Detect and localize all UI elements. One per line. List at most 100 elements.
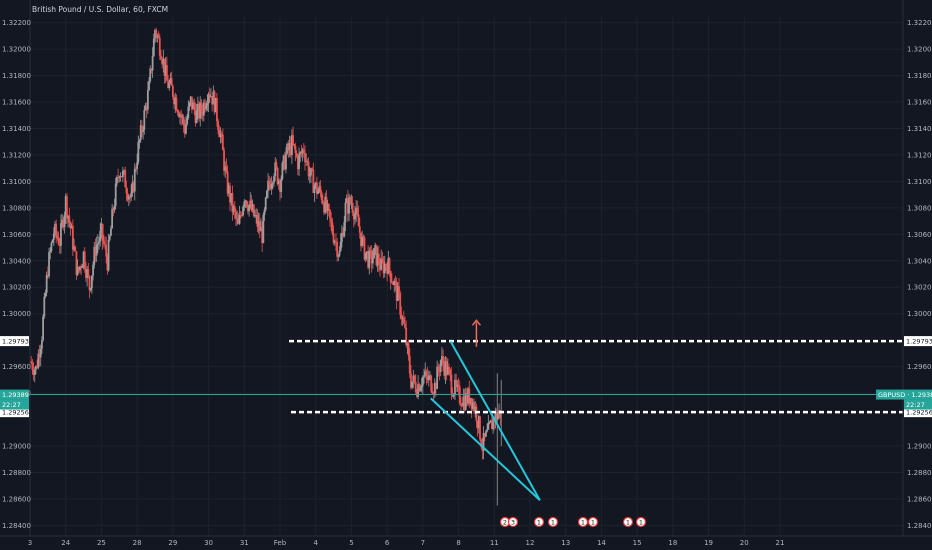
candle-body bbox=[175, 97, 178, 111]
candle-body bbox=[62, 219, 65, 228]
candle-body bbox=[256, 214, 259, 227]
candle-body bbox=[489, 420, 492, 423]
candle-body bbox=[100, 223, 103, 231]
candle-body bbox=[107, 239, 110, 271]
candle-body bbox=[432, 393, 435, 395]
candle-body bbox=[214, 98, 217, 113]
candle-body bbox=[220, 133, 223, 135]
candle-body bbox=[385, 263, 387, 268]
event-badge-icon bbox=[547, 516, 559, 528]
candle-body bbox=[46, 274, 49, 277]
candle-body bbox=[264, 197, 267, 210]
candle-body bbox=[86, 268, 89, 278]
price-tick-label: 1.29600 bbox=[907, 363, 932, 371]
candle-body bbox=[446, 366, 449, 375]
countdown-tag-bg bbox=[904, 399, 932, 410]
candle-body bbox=[410, 373, 412, 388]
candle-body bbox=[429, 375, 431, 377]
candle-body bbox=[291, 135, 293, 155]
candle-body bbox=[335, 241, 337, 243]
candle-body bbox=[36, 365, 39, 368]
candle-body bbox=[361, 236, 364, 246]
price-tick-label: 1.29000 bbox=[907, 443, 932, 451]
candle-body bbox=[442, 356, 444, 365]
candle-body bbox=[136, 162, 139, 169]
price-tick-label: 1.31800 bbox=[2, 72, 31, 80]
left-price-axis[interactable]: 1.32200 1.32000 1.31800 1.31600 1.31400 1.312… bbox=[0, 0, 31, 536]
candle-body bbox=[238, 215, 241, 224]
candle-body bbox=[382, 261, 385, 274]
candle-body bbox=[283, 155, 286, 170]
candle-body bbox=[386, 267, 389, 274]
candle-body bbox=[295, 152, 298, 157]
candle-body bbox=[30, 361, 33, 364]
candle-body bbox=[163, 58, 166, 76]
candle-body bbox=[433, 383, 436, 394]
candle-body bbox=[102, 240, 105, 244]
candle-body bbox=[111, 208, 114, 229]
candle-body bbox=[98, 241, 100, 244]
candle-body bbox=[164, 65, 167, 76]
candle-body bbox=[67, 215, 69, 219]
candle-body bbox=[268, 180, 271, 185]
candle-body bbox=[358, 226, 361, 233]
candle-body bbox=[43, 296, 46, 317]
candle-body bbox=[244, 200, 247, 202]
price-tick-label: 1.28800 bbox=[907, 469, 932, 477]
event-badge-icon bbox=[533, 516, 545, 528]
candle-body bbox=[486, 429, 489, 432]
candle-body bbox=[449, 369, 452, 375]
candle-body bbox=[273, 176, 275, 183]
candle-body bbox=[392, 282, 394, 285]
time-tick-label: 29 bbox=[168, 539, 177, 547]
candle-body bbox=[414, 381, 417, 392]
candle-body bbox=[480, 439, 483, 447]
candle-body bbox=[318, 186, 321, 191]
candle-body bbox=[311, 168, 314, 171]
candle-body bbox=[132, 182, 135, 192]
candle-body bbox=[81, 265, 84, 268]
candle-body bbox=[314, 182, 317, 186]
candle-body bbox=[287, 143, 290, 151]
candle-body bbox=[445, 361, 448, 375]
candle-body bbox=[443, 364, 446, 376]
candle-body bbox=[219, 133, 222, 138]
candle-body bbox=[119, 176, 122, 177]
candle-body bbox=[476, 421, 479, 429]
candle-body bbox=[355, 207, 358, 214]
candle-body bbox=[373, 248, 375, 259]
candle-body bbox=[110, 228, 112, 236]
candle-body bbox=[69, 222, 72, 229]
candle-body bbox=[310, 168, 312, 176]
event-badge-label: 1 bbox=[537, 519, 541, 527]
candle-body bbox=[271, 182, 274, 184]
candle-body bbox=[477, 416, 480, 429]
time-axis[interactable]: 3 24 25 28 29 30 31 Feb 4 5 6 7 8 11 12 13 14 15 18 19 20 21 bbox=[0, 535, 932, 547]
candle-body bbox=[139, 125, 142, 140]
drawings bbox=[30, 319, 903, 502]
candle-body bbox=[154, 30, 156, 39]
event-badge-icon bbox=[635, 516, 647, 528]
candle-body bbox=[138, 139, 141, 143]
candle-body bbox=[411, 381, 414, 388]
candle-body bbox=[248, 204, 250, 212]
candle-body bbox=[448, 366, 450, 370]
candle-body bbox=[402, 317, 405, 324]
candle-body bbox=[202, 102, 205, 116]
price-tick-label: 1.30200 bbox=[2, 284, 31, 292]
candle-body bbox=[340, 232, 343, 242]
candle-body bbox=[269, 184, 272, 189]
candle-body bbox=[187, 106, 190, 118]
candle-body bbox=[206, 103, 209, 106]
candle-body bbox=[419, 387, 422, 392]
candle-body bbox=[85, 269, 87, 278]
last-price-tag-bg bbox=[876, 389, 932, 400]
right-price-axis[interactable]: 1.32200 1.32000 1.31800 1.31600 1.31400 1.312… bbox=[876, 0, 932, 536]
candle-body bbox=[343, 222, 346, 237]
candle-body bbox=[114, 183, 117, 206]
candle-body bbox=[196, 104, 199, 111]
wedge-upper-line bbox=[449, 341, 541, 501]
candle-body bbox=[57, 238, 60, 245]
